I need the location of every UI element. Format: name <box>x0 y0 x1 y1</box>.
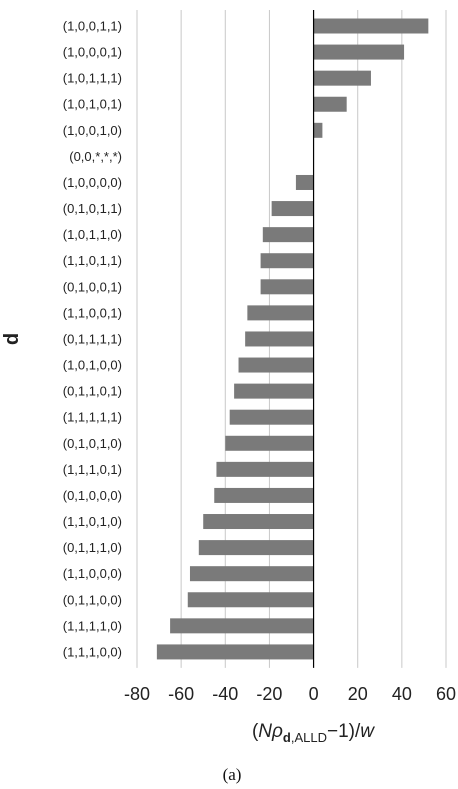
category-label: (1,1,1,0,0) <box>63 644 122 659</box>
category-label: (1,0,1,0,0) <box>63 358 122 373</box>
y-axis-title: d <box>1 333 23 345</box>
bar <box>313 18 429 34</box>
bar <box>187 592 314 608</box>
category-label: (0,1,1,1,1) <box>63 331 122 346</box>
category-label: (0,1,1,0,1) <box>63 384 122 399</box>
bar <box>156 644 314 660</box>
category-label: (1,0,0,1,1) <box>63 19 122 34</box>
bar <box>203 514 314 530</box>
category-label: (1,1,1,1,1) <box>63 410 122 425</box>
bar <box>245 331 314 347</box>
bar <box>313 70 371 86</box>
category-label: (1,1,0,1,1) <box>63 253 122 268</box>
bar <box>234 383 314 399</box>
category-label: (1,1,0,0,1) <box>63 305 122 320</box>
bar <box>260 253 314 269</box>
bar <box>198 540 314 556</box>
category-label: (0,1,0,1,0) <box>63 436 122 451</box>
category-label: (1,0,1,1,1) <box>63 71 122 86</box>
category-label: (1,0,0,0,1) <box>63 45 122 60</box>
category-label: (0,1,1,0,0) <box>63 592 122 607</box>
bar <box>216 461 314 477</box>
bar <box>295 174 314 190</box>
bar <box>229 409 314 425</box>
category-labels: (1,0,0,1,1) (1,0,0,0,1) (1,0,1,1,1) (1,0,1,… <box>63 19 122 660</box>
category-label: (1,0,0,0,0) <box>63 175 122 190</box>
category-label: (1,1,0,0,0) <box>63 566 122 581</box>
x-tick-label: 60 <box>436 684 456 704</box>
category-label: (1,1,1,1,0) <box>63 618 122 633</box>
category-label: (1,0,1,1,0) <box>63 227 122 242</box>
category-label: (1,1,0,1,0) <box>63 514 122 529</box>
bar <box>313 44 405 60</box>
bar <box>271 201 314 217</box>
x-tick-label: -20 <box>256 684 282 704</box>
x-tick-label: -80 <box>124 684 150 704</box>
bar <box>238 357 314 373</box>
gridlines <box>136 10 447 668</box>
bar <box>260 279 314 295</box>
x-tick-labels: -80 -60 -40 -20 0 20 40 60 <box>124 684 456 704</box>
bar <box>214 487 314 503</box>
x-tick-label: 0 <box>309 684 319 704</box>
bar <box>225 435 314 451</box>
x-tick-label: -40 <box>212 684 238 704</box>
x-tick-label: 20 <box>348 684 368 704</box>
category-label: (1,0,0,1,0) <box>63 123 122 138</box>
x-tick-label: -60 <box>168 684 194 704</box>
category-label: (0,1,1,1,0) <box>63 540 122 555</box>
bar <box>247 305 314 321</box>
x-tick-label: 40 <box>392 684 412 704</box>
bar <box>313 122 323 138</box>
bar <box>262 227 314 243</box>
bar <box>170 618 314 634</box>
bar <box>189 566 314 582</box>
x-axis-title: (Nρd,ALLD−1)/w <box>252 721 375 745</box>
category-label: (0,1,0,0,1) <box>63 279 122 294</box>
figure-caption: (a) <box>223 765 242 784</box>
category-label: (1,1,1,0,1) <box>63 462 122 477</box>
bar <box>313 96 347 112</box>
category-label: (0,1,0,0,0) <box>63 488 122 503</box>
category-label: (0,0,*,*,*) <box>69 149 122 164</box>
category-label: (0,1,0,1,1) <box>63 201 122 216</box>
category-label: (1,0,1,0,1) <box>63 97 122 112</box>
bars <box>156 18 429 660</box>
